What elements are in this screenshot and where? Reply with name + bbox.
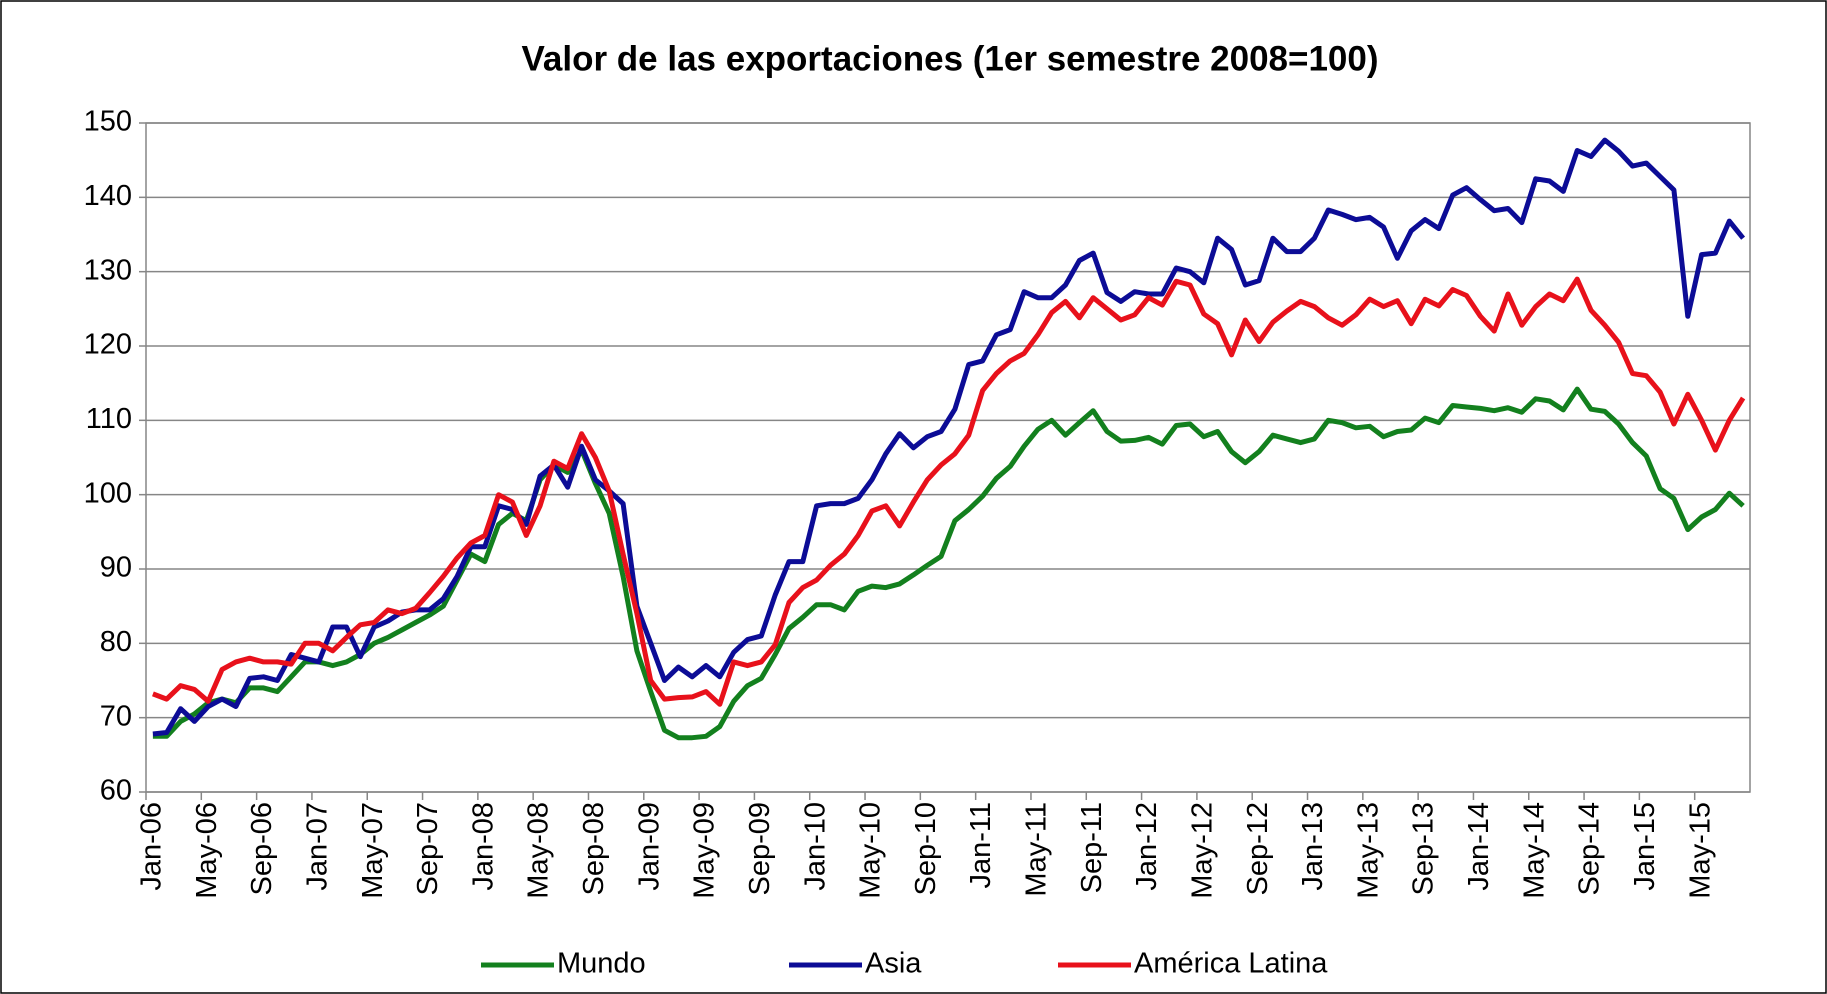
x-tick-label: May-12 <box>1186 802 1218 899</box>
x-tick-label: Jan-12 <box>1131 802 1163 891</box>
x-tick-label: May-14 <box>1518 802 1550 899</box>
y-tick-label: 110 <box>86 403 132 435</box>
x-tick-label: Jan-09 <box>633 802 665 891</box>
series-line <box>152 137 1746 737</box>
x-tick-label: May-15 <box>1684 802 1716 899</box>
legend-label: Asia <box>865 948 922 980</box>
y-tick-label: 120 <box>84 329 132 361</box>
x-tick-label: May-10 <box>855 802 887 899</box>
plot-area <box>145 122 1751 793</box>
y-tick-label: 80 <box>100 626 132 658</box>
x-tick-label: Sep-10 <box>910 802 942 896</box>
y-tick-label: 130 <box>84 254 132 286</box>
x-tick-label: Jan-08 <box>467 802 499 891</box>
y-tick-label: 100 <box>84 477 132 509</box>
x-tick-label: Sep-07 <box>412 802 444 896</box>
x-tick-label: Sep-08 <box>578 802 610 896</box>
x-tick-label: Jan-14 <box>1463 802 1495 891</box>
legend-label: Mundo <box>557 948 646 980</box>
x-tick-label: Sep-06 <box>246 802 278 896</box>
x-tick-label: May-11 <box>1021 802 1053 897</box>
x-tick-label: Jan-10 <box>799 802 831 891</box>
series-line <box>152 386 1745 741</box>
x-tick-label: Jan-13 <box>1297 802 1329 891</box>
x-tick-label: Sep-11 <box>1076 802 1108 893</box>
y-tick-label: 140 <box>84 180 132 212</box>
x-tick-label: May-09 <box>689 802 721 899</box>
y-tick-label: 150 <box>84 106 132 138</box>
x-tick-label: Jan-07 <box>302 802 334 891</box>
x-tick-label: May-07 <box>357 802 389 899</box>
x-tick-label: Jan-11 <box>965 802 997 889</box>
y-tick-label: 70 <box>100 700 132 732</box>
x-tick-label: May-08 <box>523 802 555 899</box>
x-tick-label: Sep-12 <box>1242 802 1274 896</box>
x-tick-label: Jan-06 <box>136 802 168 891</box>
y-tick-label: 90 <box>100 552 132 584</box>
x-tick-label: Sep-13 <box>1408 802 1440 896</box>
series-line <box>152 276 1746 707</box>
chart-title: Valor de las exportaciones (1er semestre… <box>521 39 1378 78</box>
y-tick-label: 60 <box>100 775 132 807</box>
x-tick-label: Jan-15 <box>1629 802 1661 891</box>
x-tick-label: Sep-14 <box>1574 802 1606 896</box>
legend-label: América Latina <box>1134 948 1328 980</box>
x-tick-label: May-13 <box>1352 802 1384 899</box>
x-tick-label: May-06 <box>191 802 223 899</box>
x-tick-label: Sep-09 <box>744 802 776 896</box>
